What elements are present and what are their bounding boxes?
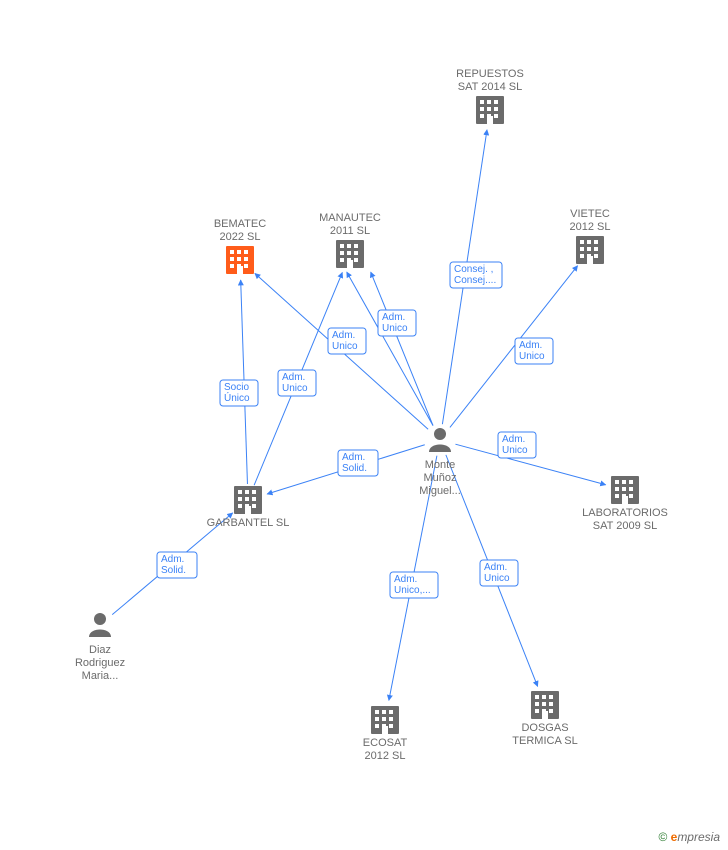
- svg-text:Adm.: Adm.: [519, 340, 542, 351]
- network-diagram: Adm.Solid.SocioÚnicoAdm.UnicoAdm.Solid.A…: [0, 0, 728, 850]
- node-label: 2012 SL: [365, 750, 406, 762]
- node-label: 2022 SL: [220, 231, 261, 243]
- company-node-dosgas[interactable]: DOSGASTERMICA SL: [512, 691, 577, 747]
- node-label: Rodriguez: [75, 657, 125, 669]
- svg-text:Unico: Unico: [382, 323, 408, 334]
- node-label: MANAUTEC: [319, 212, 381, 224]
- nodes-layer: BEMATEC2022 SLMANAUTEC2011 SLREPUESTOSSA…: [75, 68, 668, 762]
- edge-label: SocioÚnico: [220, 380, 258, 406]
- svg-text:Unico: Unico: [484, 573, 510, 584]
- svg-text:Adm.: Adm.: [484, 562, 507, 573]
- svg-text:Adm.: Adm.: [382, 312, 405, 323]
- node-label: SAT 2014 SL: [458, 81, 522, 93]
- svg-text:Único: Único: [224, 391, 250, 404]
- node-label: VIETEC: [570, 208, 610, 220]
- edge: [450, 266, 578, 428]
- svg-text:Adm.: Adm.: [342, 452, 365, 463]
- node-label: Monte: [425, 459, 456, 471]
- node-label: Diaz: [89, 644, 111, 656]
- node-label: 2011 SL: [330, 225, 370, 237]
- svg-text:Adm.: Adm.: [282, 372, 305, 383]
- edge-label: Adm.Unico: [278, 370, 316, 396]
- svg-text:Unico: Unico: [519, 351, 545, 362]
- person-node-monte[interactable]: MonteMuñozMiguel...: [419, 428, 461, 497]
- svg-text:Adm.: Adm.: [502, 434, 525, 445]
- company-node-repuestos[interactable]: REPUESTOSSAT 2014 SL: [456, 68, 524, 124]
- node-label: Muñoz: [423, 472, 456, 484]
- brand-rest: mpresia: [677, 830, 720, 844]
- company-node-garbantel[interactable]: GARBANTEL SL: [207, 486, 290, 529]
- svg-text:Consej. ,: Consej. ,: [454, 264, 493, 275]
- node-label: SAT 2009 SL: [593, 520, 657, 532]
- person-node-diaz[interactable]: DiazRodriguezMaria...: [75, 613, 125, 682]
- svg-text:Adm.: Adm.: [332, 330, 355, 341]
- edge: [371, 272, 433, 426]
- node-label: 2012 SL: [570, 221, 611, 233]
- node-label: Miguel...: [419, 485, 461, 497]
- company-node-vietec[interactable]: VIETEC2012 SL: [570, 208, 611, 264]
- copyright-symbol: ©: [658, 830, 667, 844]
- edge-label: Adm.Unico,...: [390, 572, 438, 598]
- node-label: TERMICA SL: [512, 735, 577, 747]
- svg-text:Unico,...: Unico,...: [394, 585, 431, 596]
- node-label: LABORATORIOS: [582, 507, 668, 519]
- edge-label: Adm.Unico: [328, 328, 366, 354]
- svg-text:Solid.: Solid.: [161, 565, 186, 576]
- svg-text:Unico: Unico: [502, 445, 528, 456]
- company-node-manautec[interactable]: MANAUTEC2011 SL: [319, 212, 381, 268]
- svg-text:Solid.: Solid.: [342, 463, 367, 474]
- edge-label: Adm.Unico: [498, 432, 536, 458]
- company-node-laboratorios[interactable]: LABORATORIOSSAT 2009 SL: [582, 476, 668, 532]
- company-node-bematec[interactable]: BEMATEC2022 SL: [214, 218, 266, 274]
- edge-label: Adm.Solid.: [157, 552, 197, 578]
- svg-text:Adm.: Adm.: [394, 574, 417, 585]
- node-label: DOSGAS: [521, 722, 568, 734]
- node-label: BEMATEC: [214, 218, 266, 230]
- node-label: ECOSAT: [363, 737, 408, 749]
- edge-label: Adm.Unico: [515, 338, 553, 364]
- edge-label: Adm.Unico: [378, 310, 416, 336]
- node-label: GARBANTEL SL: [207, 517, 290, 529]
- svg-text:Socio: Socio: [224, 382, 249, 393]
- svg-text:Unico: Unico: [282, 383, 308, 394]
- edge-labels-layer: Adm.Solid.SocioÚnicoAdm.UnicoAdm.Solid.A…: [157, 262, 553, 598]
- svg-text:Unico: Unico: [332, 341, 358, 352]
- node-label: REPUESTOS: [456, 68, 524, 80]
- edge-label: Adm.Unico: [480, 560, 518, 586]
- svg-text:Adm.: Adm.: [161, 554, 184, 565]
- copyright-footer: © empresia: [658, 830, 720, 844]
- edge-label: Consej. ,Consej....: [450, 262, 502, 288]
- node-label: Maria...: [82, 670, 119, 682]
- edge-label: Adm.Solid.: [338, 450, 378, 476]
- svg-text:Consej....: Consej....: [454, 275, 496, 286]
- company-node-ecosat[interactable]: ECOSAT2012 SL: [363, 706, 408, 762]
